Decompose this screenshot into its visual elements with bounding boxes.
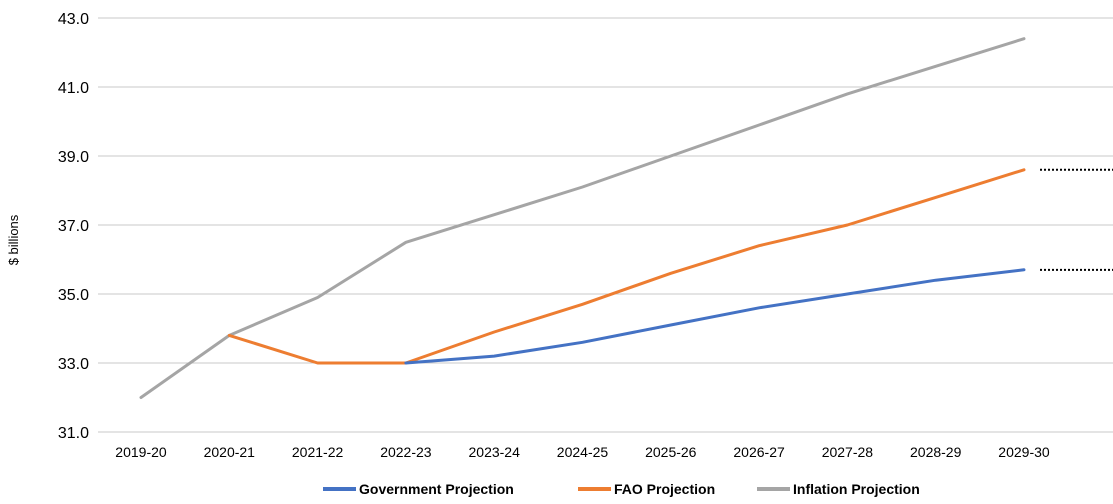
y-tick-label: 41.0 xyxy=(58,80,89,97)
x-tick-label: 2022-23 xyxy=(380,444,432,460)
gridlines xyxy=(98,17,1113,433)
y-tick-label: 39.0 xyxy=(58,149,89,166)
legend-item: Government Projection xyxy=(323,481,514,497)
x-tick-label: 2021-22 xyxy=(292,444,344,460)
y-tick-label: 43.0 xyxy=(58,11,89,28)
dotted-leader-lines xyxy=(1040,168,1113,271)
series-line xyxy=(404,268,1026,365)
series-line xyxy=(227,168,1026,365)
x-tick-label: 2020-21 xyxy=(204,444,256,460)
x-tick-label: 2023-24 xyxy=(469,444,521,460)
x-tick-label: 2027-28 xyxy=(822,444,874,460)
x-tick-label: 2024-25 xyxy=(557,444,609,460)
x-axis-tick-labels: 2019-20 2020-21 2021-22 2022-23 2023-24 2024-… xyxy=(115,444,1050,460)
legend-label: FAO Projection xyxy=(614,481,715,497)
y-tick-label: 37.0 xyxy=(58,218,89,235)
y-axis-label: $ billions xyxy=(6,214,21,265)
series-line xyxy=(139,37,1026,399)
y-axis-tick-labels: 31.0 33.0 35.0 37.0 39.0 41.0 43.0 xyxy=(58,11,89,442)
x-tick-label: 2029-30 xyxy=(998,444,1050,460)
legend-item: Inflation Projection xyxy=(757,481,920,497)
x-tick-label: 2025-26 xyxy=(645,444,697,460)
x-tick-label: 2028-29 xyxy=(910,444,962,460)
legend-label: Government Projection xyxy=(359,481,514,497)
legend: Government Projection FAO Projection Infla… xyxy=(323,481,920,497)
y-tick-label: 35.0 xyxy=(58,287,89,304)
y-tick-label: 31.0 xyxy=(58,425,89,442)
legend-label: Inflation Projection xyxy=(793,481,920,497)
legend-item: FAO Projection xyxy=(578,481,715,497)
series-lines xyxy=(139,37,1026,399)
x-tick-label: 2026-27 xyxy=(733,444,785,460)
y-tick-label: 33.0 xyxy=(58,356,89,373)
x-tick-label: 2019-20 xyxy=(115,444,167,460)
